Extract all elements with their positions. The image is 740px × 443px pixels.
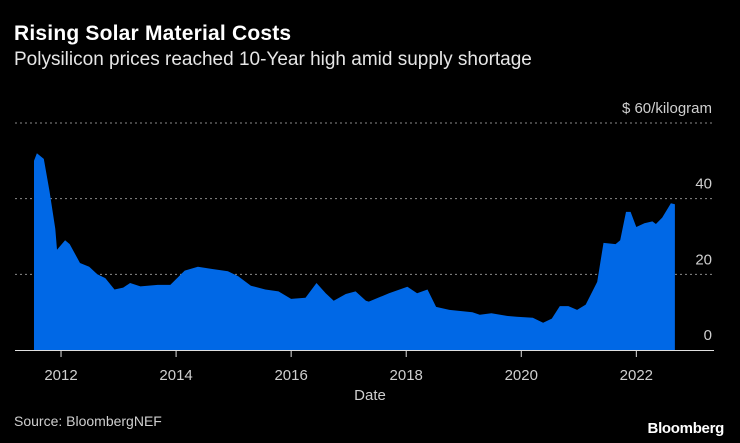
x-tick-label: 2016 — [274, 367, 307, 384]
source-note: Source: BloombergNEF — [14, 413, 162, 429]
y-tick-label: $ 60/kilogram — [622, 100, 712, 117]
chart-subtitle: Polysilicon prices reached 10-Year high … — [14, 49, 532, 70]
y-ticks: 0 20 40 $ 60/kilogram — [622, 100, 712, 344]
chart-title: Rising Solar Material Costs — [14, 22, 292, 45]
x-tick-label: 2022 — [620, 367, 653, 384]
price-area — [33, 153, 675, 350]
y-tick-label: 0 — [704, 327, 712, 344]
y-tick-label: 20 — [695, 251, 712, 268]
y-tick-label: 40 — [695, 176, 712, 193]
x-axis-label: Date — [354, 387, 386, 404]
x-tick-label: 2018 — [390, 367, 423, 384]
x-tick-label: 2014 — [159, 367, 192, 384]
gridlines — [15, 122, 714, 275]
x-tick-label: 2020 — [505, 367, 538, 384]
x-ticks: 2012 2014 2016 2018 2020 2022 — [44, 350, 653, 384]
x-tick-label: 2012 — [44, 367, 77, 384]
bloomberg-logo: Bloomberg — [647, 420, 725, 437]
